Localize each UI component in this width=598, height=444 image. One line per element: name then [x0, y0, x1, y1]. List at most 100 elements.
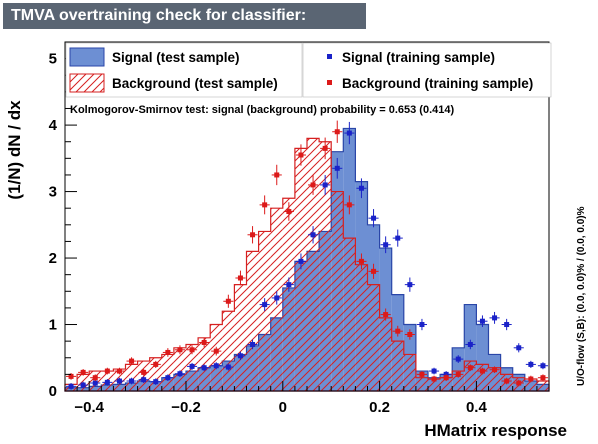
legend-label-background-training: Background (training sample)	[342, 76, 533, 91]
background-training-point	[78, 369, 89, 376]
signal-training-point	[501, 318, 512, 331]
background-training-point	[537, 374, 548, 382]
background-training-point	[247, 226, 258, 244]
signal-training-point	[162, 374, 173, 382]
background-training-point	[344, 195, 355, 215]
background-test-bin	[415, 377, 428, 391]
x-tick-label: −0.2	[171, 399, 201, 416]
signal-training-point	[416, 318, 427, 331]
background-training-point	[259, 195, 270, 215]
background-test-bin	[149, 357, 162, 391]
background-training-point	[320, 137, 331, 160]
y-tick-label: 1	[49, 317, 57, 334]
background-training-point	[199, 337, 210, 348]
signal-training-point	[235, 351, 246, 360]
background-test-bin	[367, 284, 380, 391]
signal-training-point	[368, 209, 379, 228]
background-test-outline	[64, 137, 550, 392]
signal-training-point	[199, 364, 210, 372]
background-training-point	[513, 379, 524, 387]
signal-training-point	[271, 291, 282, 305]
y-tick-label: 3	[49, 184, 57, 201]
legend-label-signal-training: Signal (training sample)	[342, 50, 495, 65]
signal-training-point	[465, 339, 476, 350]
legend-marker-signal-training	[327, 54, 332, 59]
background-training-point	[66, 373, 77, 380]
background-training-point	[489, 366, 500, 374]
background-training-point	[235, 270, 246, 286]
background-training-point	[283, 202, 294, 221]
background-training-point	[368, 263, 379, 279]
y-tick-label: 0	[49, 383, 57, 400]
legend-left-box	[65, 42, 303, 98]
signal-training-point	[150, 378, 161, 386]
background-test-bin	[246, 251, 259, 391]
background-test-bin	[343, 238, 356, 391]
signal-training-point	[174, 370, 185, 378]
background-training-point	[416, 371, 427, 378]
background-training-point	[223, 294, 234, 308]
x-axis: −0.4 −0.2 0 0.2 0.4	[64, 381, 550, 416]
signal-training-point	[404, 277, 415, 292]
background-training-point	[429, 375, 440, 383]
x-tick-label: −0.4	[74, 399, 104, 416]
background-test-bin	[428, 379, 441, 391]
legend-swatch-background-test	[69, 73, 105, 93]
legend-label-signal-test: Signal (test sample)	[112, 50, 240, 65]
background-training-point	[477, 367, 488, 375]
background-training-point	[525, 375, 536, 383]
background-training-point	[114, 367, 125, 375]
background-test-bin	[222, 311, 235, 391]
background-test-bin	[307, 138, 320, 391]
background-training-point	[162, 348, 173, 357]
background-test-bin	[464, 361, 477, 391]
plot-area	[64, 120, 550, 392]
background-training-point	[380, 308, 391, 321]
background-test-bin	[258, 231, 271, 391]
signal-training-point	[283, 277, 294, 292]
background-training-point	[295, 144, 306, 166]
legend-marker-background-training	[327, 80, 332, 85]
background-test-bin	[391, 341, 404, 391]
background-training-point	[465, 364, 476, 372]
background-test-bin	[161, 354, 174, 391]
ks-test-text: Kolmogorov-Smirnov test: signal (backgro…	[70, 104, 454, 116]
x-axis-label: HMatrix response	[424, 421, 567, 440]
x-tick-label: 0.2	[369, 399, 390, 416]
background-test-bin	[355, 264, 368, 391]
y-tick-label: 4	[49, 117, 58, 134]
signal-training-point	[259, 298, 270, 312]
background-test-bin	[234, 284, 247, 391]
signal-training-point	[295, 253, 306, 270]
background-test-bin	[282, 198, 295, 391]
signal-training-point	[332, 157, 343, 179]
signal-training-point	[78, 381, 89, 389]
signal-training-point	[489, 311, 500, 324]
signal-training-point	[429, 367, 440, 375]
legend-label-background-test: Background (test sample)	[112, 76, 278, 91]
signal-training-point	[138, 376, 149, 384]
background-training-point	[187, 345, 198, 355]
background-training-point	[501, 377, 512, 385]
background-test-bin	[524, 379, 537, 391]
signal-training-point	[356, 178, 367, 199]
background-training-point	[441, 374, 452, 382]
background-training-point	[150, 360, 161, 368]
background-test-bin	[488, 367, 501, 391]
background-training-point	[332, 120, 343, 143]
background-test-bin	[173, 347, 186, 391]
background-training-points	[66, 120, 548, 387]
signal-training-point	[211, 362, 222, 370]
y-tick-label: 2	[49, 250, 57, 267]
background-training-point	[138, 369, 149, 376]
signal-training-point	[453, 355, 464, 364]
signal-training-point	[308, 226, 319, 244]
y-axis: 0 1 2 3 4 5	[49, 41, 77, 400]
signal-training-point	[513, 343, 524, 353]
background-training-point	[271, 164, 282, 186]
signal-training-point	[537, 362, 548, 370]
x-tick-label: 0	[279, 399, 287, 416]
signal-training-point	[392, 229, 403, 247]
background-test-bin	[137, 361, 150, 391]
